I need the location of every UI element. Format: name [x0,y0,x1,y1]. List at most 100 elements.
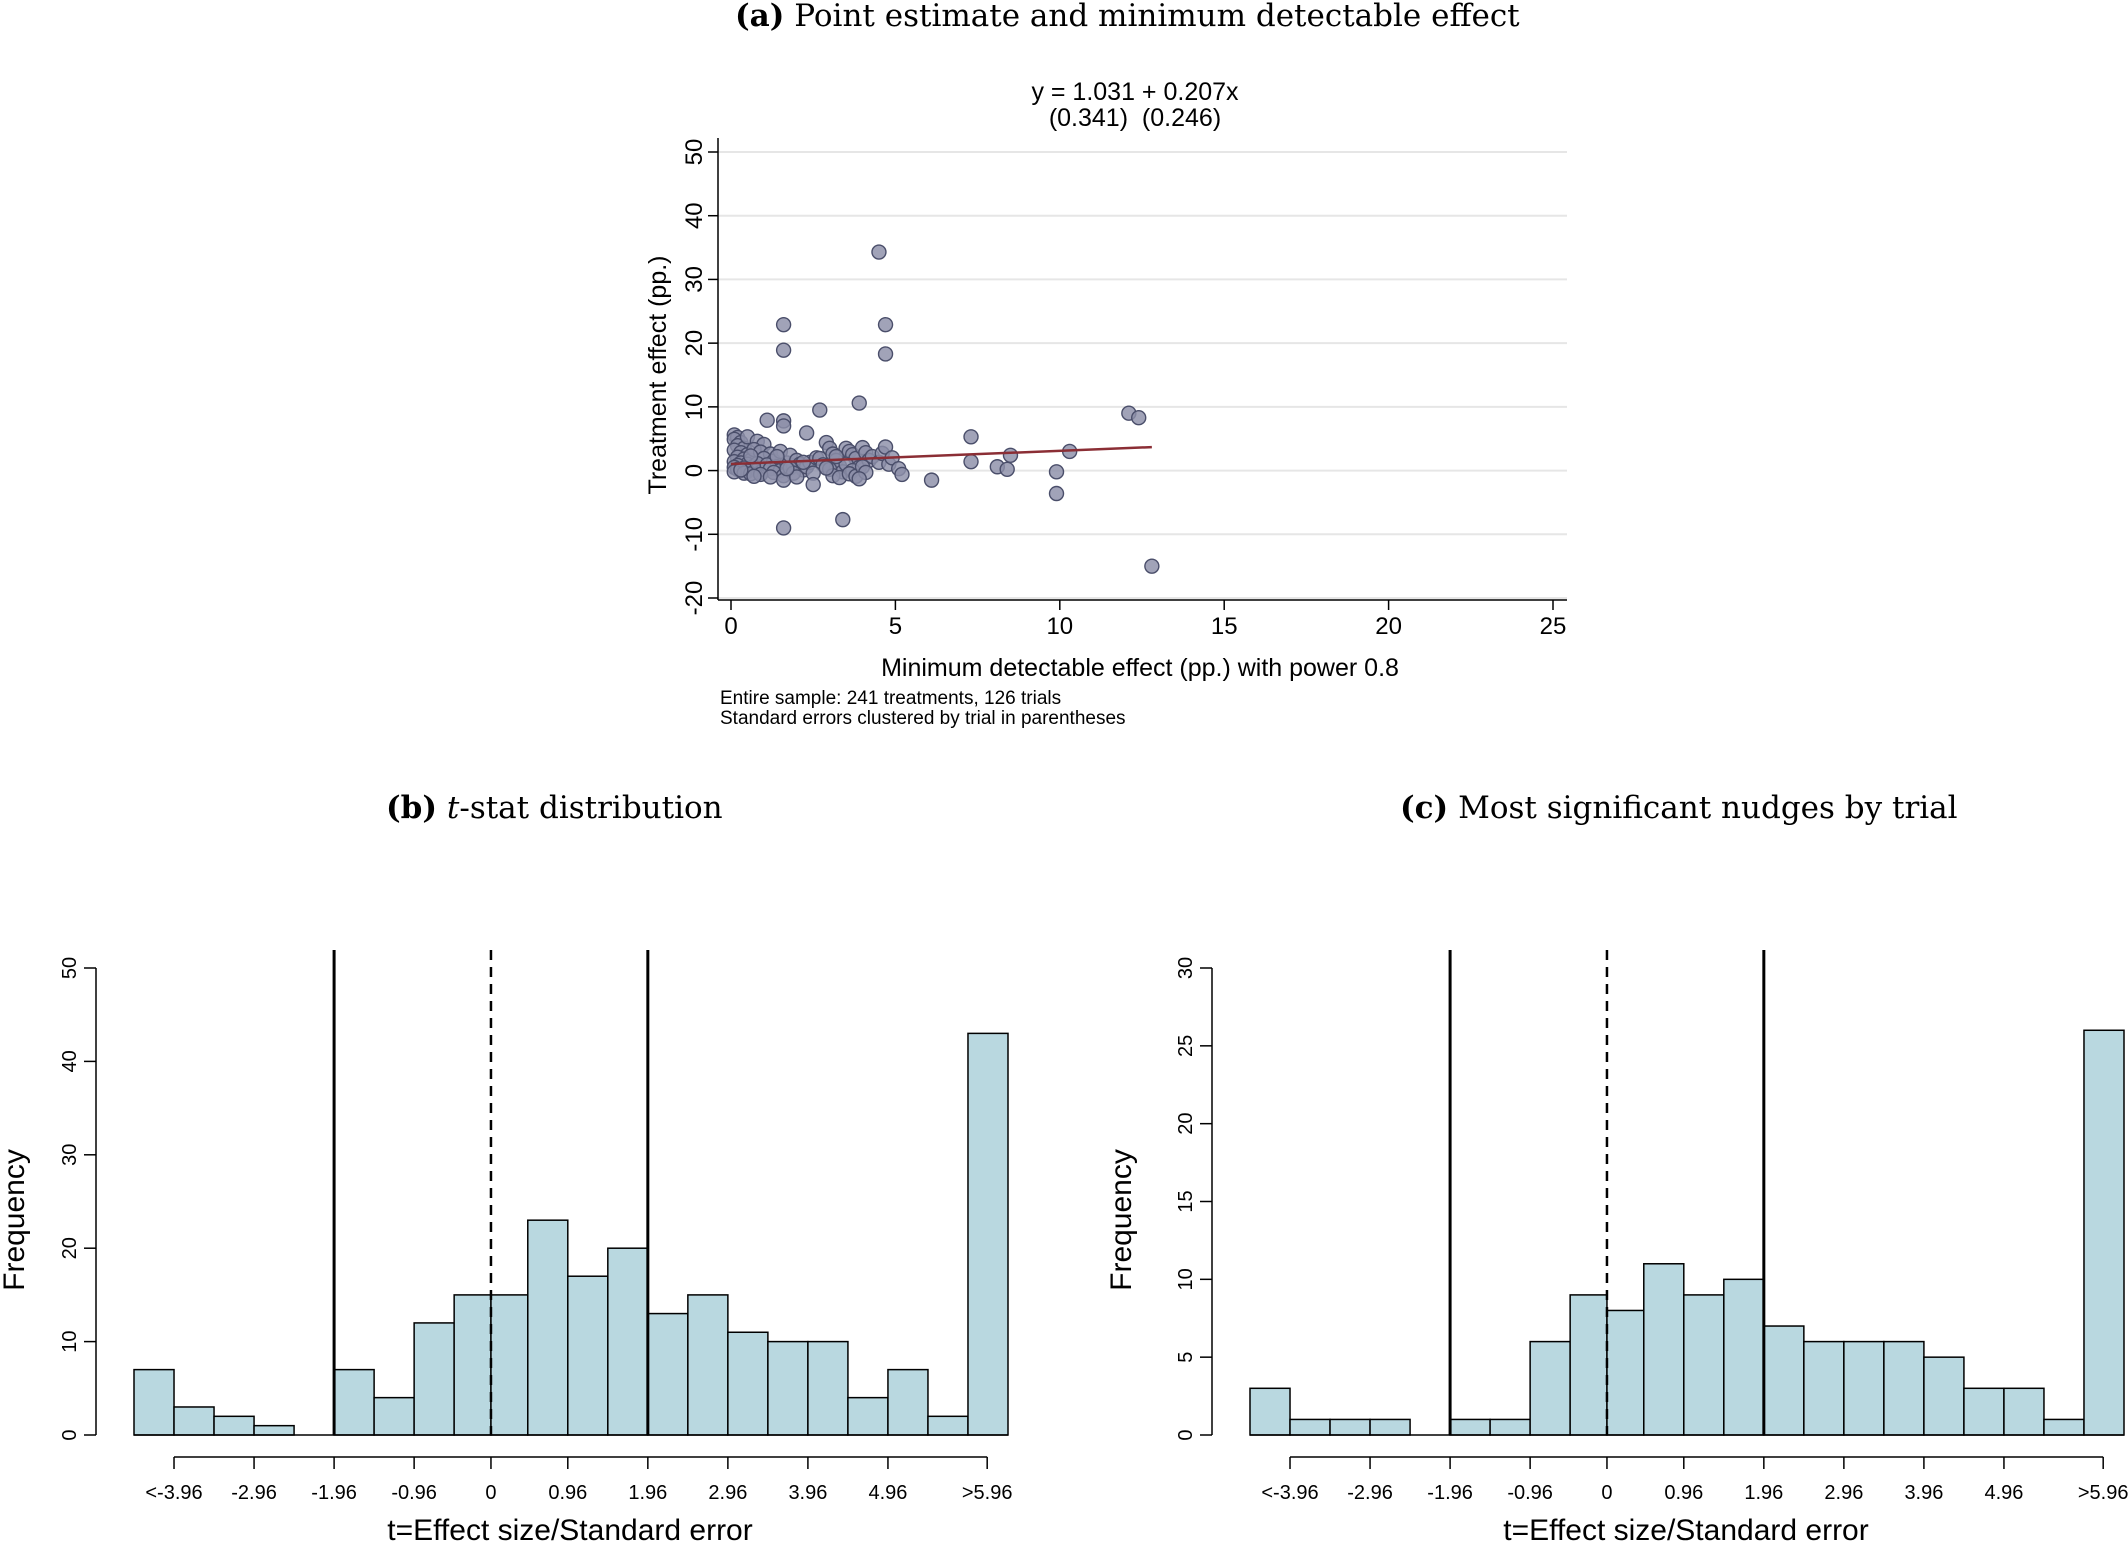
panel-a-letter: (a) [735,0,785,34]
regression-standard-errors: (0.341) (0.246) [1049,104,1221,132]
data-point [851,395,867,411]
y-tick-label: 20 [681,330,708,357]
data-point [762,469,779,485]
panel-b-letter: (b) [386,790,438,826]
data-point [789,469,805,485]
histogram-c-y-axis: 0 5 10 15 20 25 30 [1175,957,1213,1441]
x-tick-label: <-3.96 [1261,1482,1318,1504]
x-tick-label: >5.96 [962,1482,1013,1504]
histogram-bar [727,1331,769,1436]
x-tick-label: 1.96 [1744,1482,1783,1504]
histogram-b-reference-lines [332,950,650,1435]
histogram-bar [887,1368,929,1436]
data-point [877,346,894,362]
scatter-axes [717,138,1567,601]
data-point [805,476,821,493]
data-point [963,453,979,470]
data-point [835,511,851,528]
y-tick-label: 30 [59,1144,81,1166]
scatter-note-sample: Entire sample: 241 treatments, 126 trial… [720,688,1061,709]
data-point [746,468,762,485]
data-point [1131,409,1147,426]
histogram-bar [527,1219,569,1436]
histogram-bar [767,1340,809,1436]
x-tick-label: 3.96 [1904,1482,1943,1504]
histogram-bar [2083,1029,2125,1436]
histogram-bar [373,1396,415,1436]
y-tick-label: 0 [59,1429,81,1440]
data-point [775,342,792,358]
histogram-bar [253,1424,295,1436]
histogram-bar [2003,1387,2045,1436]
histogram-c-y-axis-label: Frequency [1105,1149,1138,1291]
histogram-bar [1963,1387,2005,1436]
histogram-bar [1723,1278,1765,1436]
data-point [871,244,887,260]
y-tick-label: 30 [681,266,708,293]
y-tick-label: 30 [1175,957,1197,979]
y-tick-label: 10 [681,394,708,421]
y-tick-label: 20 [59,1237,81,1259]
histogram-bar [1449,1418,1491,1436]
histogram-bar [133,1368,175,1436]
data-point [779,460,795,477]
x-tick-label: 0 [1601,1482,1612,1504]
x-tick-label: 0.96 [1664,1482,1703,1504]
data-point [743,448,759,464]
histogram-c-reference-lines [1448,950,1766,1435]
data-point [851,471,867,487]
data-point [1144,558,1160,574]
histogram-bar [1529,1340,1571,1436]
panel-c-title: (c) Most significant nudges by trial [1400,790,1958,826]
x-tick-label: -1.96 [1427,1482,1473,1504]
scatter-x-axis-label: Minimum detectable effect (pp.) with pow… [881,654,1399,682]
y-tick-label: 10 [59,1330,81,1352]
regression-equation: y = 1.031 + 0.207x [1031,78,1239,106]
y-tick-label: 15 [1175,1190,1197,1212]
histogram-bar [927,1415,969,1436]
histogram-b-x-axis: <-3.96 -2.96 -1.96 -0.96 0 0.96 1.96 2.96 3.96 4.… [145,1456,1013,1504]
x-tick-label: 15 [1211,613,1238,640]
data-point [1002,447,1019,463]
data-point [818,460,835,476]
histogram-bar [1289,1418,1331,1436]
data-point [812,402,828,418]
x-tick-label: >5.96 [2078,1482,2128,1504]
histogram-bar [1683,1294,1725,1436]
y-tick-label: 40 [59,1050,81,1072]
x-tick-label: -0.96 [1507,1482,1553,1504]
data-point [999,461,1015,477]
histogram-b-bars [133,1032,1009,1436]
data-point [828,448,844,465]
histogram-bar [607,1247,649,1436]
panel-b-title: (b) t-stat distribution [386,790,723,826]
x-tick-label: 4.96 [868,1482,907,1504]
x-tick-label: 4.96 [1984,1482,2023,1504]
histogram-c-x-axis: <-3.96 -2.96 -1.96 -0.96 0 0.96 1.96 2.96 3.96 4.… [1261,1456,2128,1504]
y-tick-label: 50 [681,139,708,166]
data-point [894,466,910,483]
x-tick-label: 0 [485,1482,496,1504]
x-tick-label: -2.96 [1347,1482,1393,1504]
data-point [798,425,815,441]
y-tick-label: 50 [59,957,81,979]
histogram-bar [1249,1387,1291,1436]
histogram-bar [1843,1340,1885,1436]
histogram-bar [1923,1356,1965,1436]
histogram-b: 0 10 20 30 40 50 <-3.96 -2.96 -1.96 -0.96 0 0.96 1.… [0,950,1013,1547]
histogram-bar [1569,1294,1608,1436]
data-point [759,412,775,428]
y-tick-label: 25 [1175,1035,1197,1057]
y-tick-label: -20 [681,581,708,616]
data-point [769,448,785,465]
panel-a-title: (a) Point estimate and minimum detectabl… [735,0,1520,34]
histogram-bar [490,1294,529,1436]
y-tick-label: 10 [1175,1268,1197,1290]
scatter-y-axis-label: Treatment effect (pp.) [644,256,672,495]
histogram-bar [967,1032,1009,1436]
x-tick-label: -2.96 [231,1482,277,1504]
histogram-c-bars [1249,1029,2125,1436]
histogram-c: 0 5 10 15 20 25 30 <-3.96 -2.96 -1.96 -0.96 0 0.96 1… [1105,950,2128,1547]
histogram-b-y-axis-label: Frequency [0,1149,31,1291]
regression-fit-line [730,445,1152,466]
